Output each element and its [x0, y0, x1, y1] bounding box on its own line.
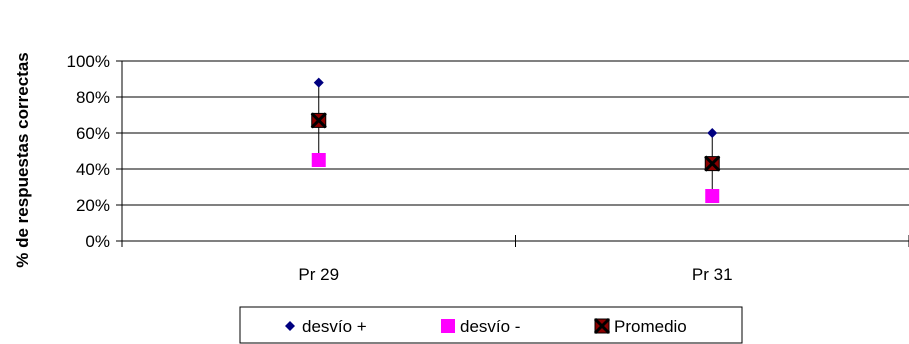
y-tick-label: 100%: [67, 52, 110, 71]
error-bars: [318, 82, 713, 196]
legend-label: desvío +: [302, 317, 367, 336]
legend: desvío + desvío - Promedio: [239, 306, 743, 344]
legend-box: [239, 306, 743, 344]
data-point-desvio-minus: [705, 189, 720, 203]
y-tick-label: 40%: [76, 160, 110, 179]
y-tick-label: 60%: [76, 124, 110, 143]
data-point-desvio-plus: [313, 77, 324, 88]
gridlines: [122, 60, 909, 206]
legend-label: Promedio: [614, 317, 687, 336]
y-tick-label: 80%: [76, 88, 110, 107]
legend-label: desvío -: [460, 317, 520, 336]
y-axis-ticks: 0% 20% 40% 60% 80% 100%: [67, 52, 122, 251]
x-axis: Pr 29 Pr 31: [121, 61, 909, 284]
data-point-desvio-minus: [311, 153, 326, 167]
data-point-promedio: [310, 112, 327, 129]
data-point-desvio-plus: [707, 128, 718, 138]
x-tick-label: Pr 31: [692, 265, 733, 284]
y-tick-label: 20%: [76, 196, 110, 215]
data-markers: [310, 77, 721, 203]
data-point-promedio: [704, 155, 721, 172]
y-axis-label: % de respuestas correctas: [13, 52, 32, 267]
legend-marker: [593, 317, 611, 335]
x-tick-label: Pr 29: [298, 265, 339, 284]
y-tick-label: 0%: [85, 232, 110, 251]
legend-marker: [285, 321, 295, 331]
legend-marker: [441, 319, 455, 333]
